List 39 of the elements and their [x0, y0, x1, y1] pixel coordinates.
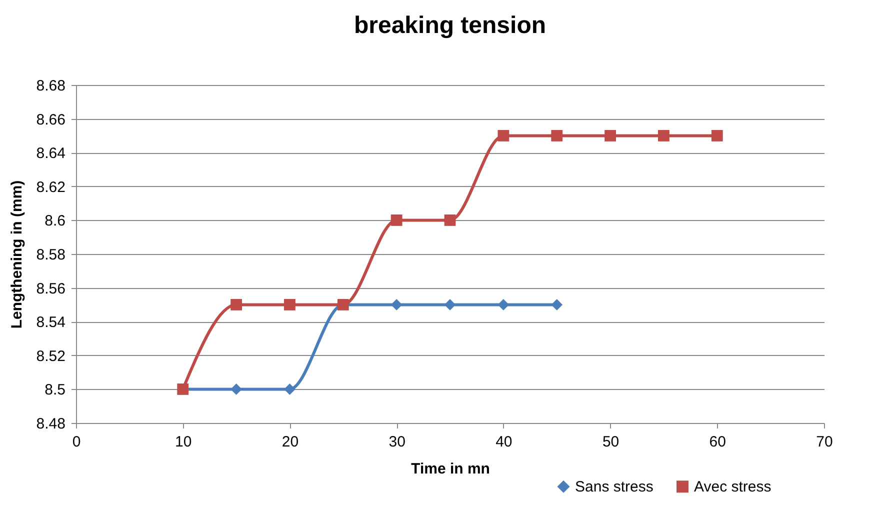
y-tick-label: 8.58: [36, 246, 66, 264]
y-tick-label: 8.64: [36, 145, 66, 162]
point: [604, 130, 616, 142]
y-tick-label: 8.6: [44, 212, 66, 230]
y-tick-label: 8.52: [36, 348, 66, 365]
x-tick-label: 10: [175, 434, 192, 450]
point: [551, 130, 563, 142]
point: [658, 130, 670, 142]
point: [444, 299, 456, 310]
x-tick-label: 0: [72, 434, 81, 450]
legend-label: Avec stress: [694, 478, 772, 496]
legend-label: Sans stress: [575, 478, 654, 496]
x-tick-label: 40: [496, 434, 512, 450]
point: [284, 299, 296, 310]
point: [230, 384, 242, 395]
point: [230, 299, 242, 310]
x-tick-label: 60: [709, 434, 726, 450]
point: [498, 130, 510, 142]
point: [498, 299, 510, 310]
point: [390, 214, 402, 226]
x-tick-label: 20: [282, 434, 299, 450]
point: [711, 130, 723, 142]
point: [551, 299, 563, 310]
y-tick-label: 8.54: [36, 314, 66, 332]
x-tick-label: 50: [602, 434, 620, 450]
chart-title: breaking tension: [354, 12, 546, 39]
y-axis-title: Lengthening in (mm): [8, 180, 26, 329]
point: [444, 214, 456, 226]
y-tick-label: 8.62: [36, 178, 66, 196]
y-tick-label: 8.56: [36, 280, 66, 298]
point: [390, 299, 402, 310]
y-tick-label: 8.48: [36, 416, 66, 432]
x-axis-title: Time in mn: [411, 460, 490, 478]
y-tick-label: 8.5: [44, 382, 66, 399]
point: [284, 384, 296, 395]
x-tick-label: 70: [816, 434, 833, 450]
y-tick-label: 8.68: [36, 78, 66, 94]
x-tick-label: 30: [388, 434, 406, 450]
y-tick-label: 8.66: [36, 111, 66, 128]
